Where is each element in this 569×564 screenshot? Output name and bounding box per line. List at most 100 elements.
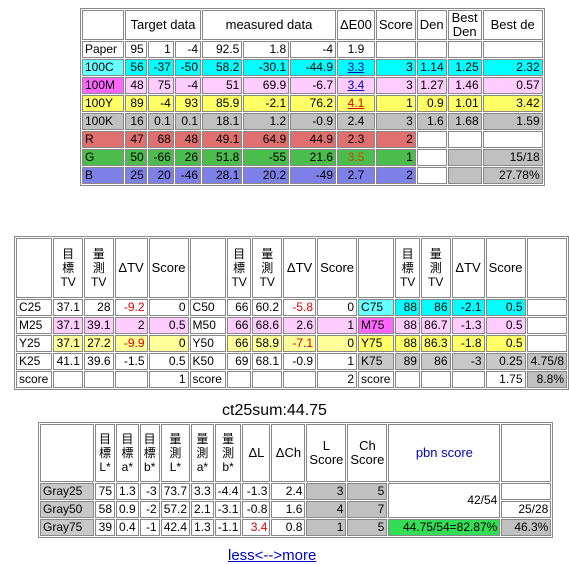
tv-cell: 1 [317, 353, 358, 370]
tv-cell: 66 [226, 317, 252, 334]
corner-cell [82, 10, 124, 40]
row-name: 100K [82, 113, 124, 130]
target-value: 56 [125, 59, 147, 76]
target-tv-header: 目 標 TV [53, 238, 83, 298]
de-value: 2.7 [337, 167, 375, 184]
tv-cell: 0 [317, 335, 358, 352]
tv-cell: 0.5 [148, 317, 189, 334]
target-value: 25 [125, 167, 147, 184]
measured-value: -30.1 [243, 59, 290, 76]
score-value [375, 41, 416, 58]
row-name: Gray25 [40, 483, 94, 500]
table-row: M25 37.1 39.1 2 0.5 M50 66 68.6 2.6 1 M75 88 86.7 -1.… [16, 317, 567, 334]
target-value: -66 [147, 149, 174, 166]
tv-cell [114, 371, 148, 388]
target-value: 20 [147, 167, 174, 184]
tv-cell [283, 371, 317, 388]
best-den-value [447, 167, 482, 184]
dtv-header: ΔTV [451, 238, 485, 298]
den-value: 0.9 [416, 95, 447, 112]
tv-cell [420, 371, 451, 388]
extra-value [501, 483, 552, 500]
best-den-value [447, 41, 482, 58]
best-den-value [447, 149, 482, 166]
tv-cell: -1.5 [114, 353, 148, 370]
pbn-fraction: 42/54 [388, 483, 501, 518]
group-label-cell [358, 238, 395, 298]
den-value [416, 131, 447, 148]
gray-value: 4 [306, 501, 347, 518]
less-more-link[interactable]: less<-->more [228, 547, 317, 564]
target-value: 1 [147, 41, 174, 58]
table-row: Gray25 75 1.3 -3 73.7 3.3 -4.4 -1.3 2.4 3 5 42/54 [40, 483, 552, 518]
tv-cell: K25 [16, 353, 53, 370]
gray-value: 3.4 [242, 519, 271, 536]
best-de-header: Best de [482, 10, 543, 40]
best-de-value [482, 41, 543, 58]
tv-cell: 2 [114, 317, 148, 334]
gray-value: 57.2 [160, 501, 191, 518]
de-value: 3.5 [337, 149, 375, 166]
table-row: G 50 -66 26 51.8 -55 21.6 3.5 1 15/18 [82, 149, 543, 166]
table-row: Gray50 58 0.9 -2 57.2 2.1 -3.1 -0.8 1.6 4 7 25/28 [40, 501, 552, 518]
gray-value: 7 [347, 501, 388, 518]
measured-value: -6.7 [290, 77, 336, 94]
tv-cell: 88 [395, 335, 420, 352]
gray-value: -1.1 [214, 519, 242, 536]
score-value: 3 [375, 113, 416, 130]
score-header: Score [375, 10, 416, 40]
tv-cell: 0.5 [485, 299, 526, 316]
tv-cell: 68.1 [252, 353, 283, 370]
measured-value: 51 [202, 77, 243, 94]
best-de-value: 0.57 [482, 77, 543, 94]
table-row: 100M 48 75 -4 51 69.9 -6.7 3.4 3 1.27 1.46 0.57 [82, 77, 543, 94]
tv-cell: M25 [16, 317, 53, 334]
pbn-total: 44.75/54=82.87% [388, 519, 501, 536]
measured-value: 76.2 [290, 95, 336, 112]
best-de-value: 1.59 [482, 113, 543, 130]
measured-value: -2.1 [243, 95, 290, 112]
tv-cell: 0.5 [485, 335, 526, 352]
measured-tv-header: 量 測 TV [83, 238, 114, 298]
tv-cell: 39.1 [83, 317, 114, 334]
tv-cell: 88 [395, 317, 420, 334]
tv-cell: 66 [226, 299, 252, 316]
corner-cell [40, 424, 94, 482]
extra-header [526, 238, 567, 298]
measured-header: measured data [202, 10, 336, 40]
tv-cell: score [189, 371, 226, 388]
tv-cell: C75 [358, 299, 395, 316]
tv-cell: C50 [189, 299, 226, 316]
gray-value: 2.1 [191, 501, 214, 518]
mb-header: 量 測 b* [214, 424, 242, 482]
gray-value: 75 [95, 483, 115, 500]
target-value: 47 [125, 131, 147, 148]
measured-value: 58.2 [202, 59, 243, 76]
table-row: Y25 37.1 27.2 -9.9 0 Y50 66 58.9 -7.1 0 Y75 88 86.3-… [16, 335, 567, 352]
tv-cell: 39.6 [83, 353, 114, 370]
table-row: 100K 16 0.1 0.1 18.1 1.2 -0.9 2.4 3 1.6 1.68 1.59 [82, 113, 543, 130]
de-value: 2.3 [337, 131, 375, 148]
tv-cell: M50 [189, 317, 226, 334]
tv-cell: -9.9 [114, 335, 148, 352]
target-value: 48 [174, 131, 201, 148]
tv-cell: 89 [395, 353, 420, 370]
gray-balance-table: 目 標 L* 目 標 a* 目 標 b* 量 測 L* 量 測 a* 量 測 b* ΔL ΔC… [38, 422, 554, 538]
dtv-header: ΔTV [114, 238, 148, 298]
gray-value: -2 [139, 501, 160, 518]
gray-value: 39 [95, 519, 115, 536]
measured-value: 49.1 [202, 131, 243, 148]
tv-cell: 69 [226, 353, 252, 370]
den-value [416, 41, 447, 58]
target-value: -37 [147, 59, 174, 76]
target-value: -4 [174, 41, 201, 58]
tv-cell [83, 371, 114, 388]
gray-value: 42.4 [160, 519, 191, 536]
table-row: B 25 20 -46 28.1 20.2 -49 2.7 2 27.78% [82, 167, 543, 184]
den-value: 1.6 [416, 113, 447, 130]
tv-cell: -1.3 [451, 317, 485, 334]
tv-cell: 86 [420, 353, 451, 370]
measured-value: 21.6 [290, 149, 336, 166]
tv-cell: Y25 [16, 335, 53, 352]
table-row: Paper 95 1 -4 92.5 1.8 -4 1.9 [82, 41, 543, 58]
